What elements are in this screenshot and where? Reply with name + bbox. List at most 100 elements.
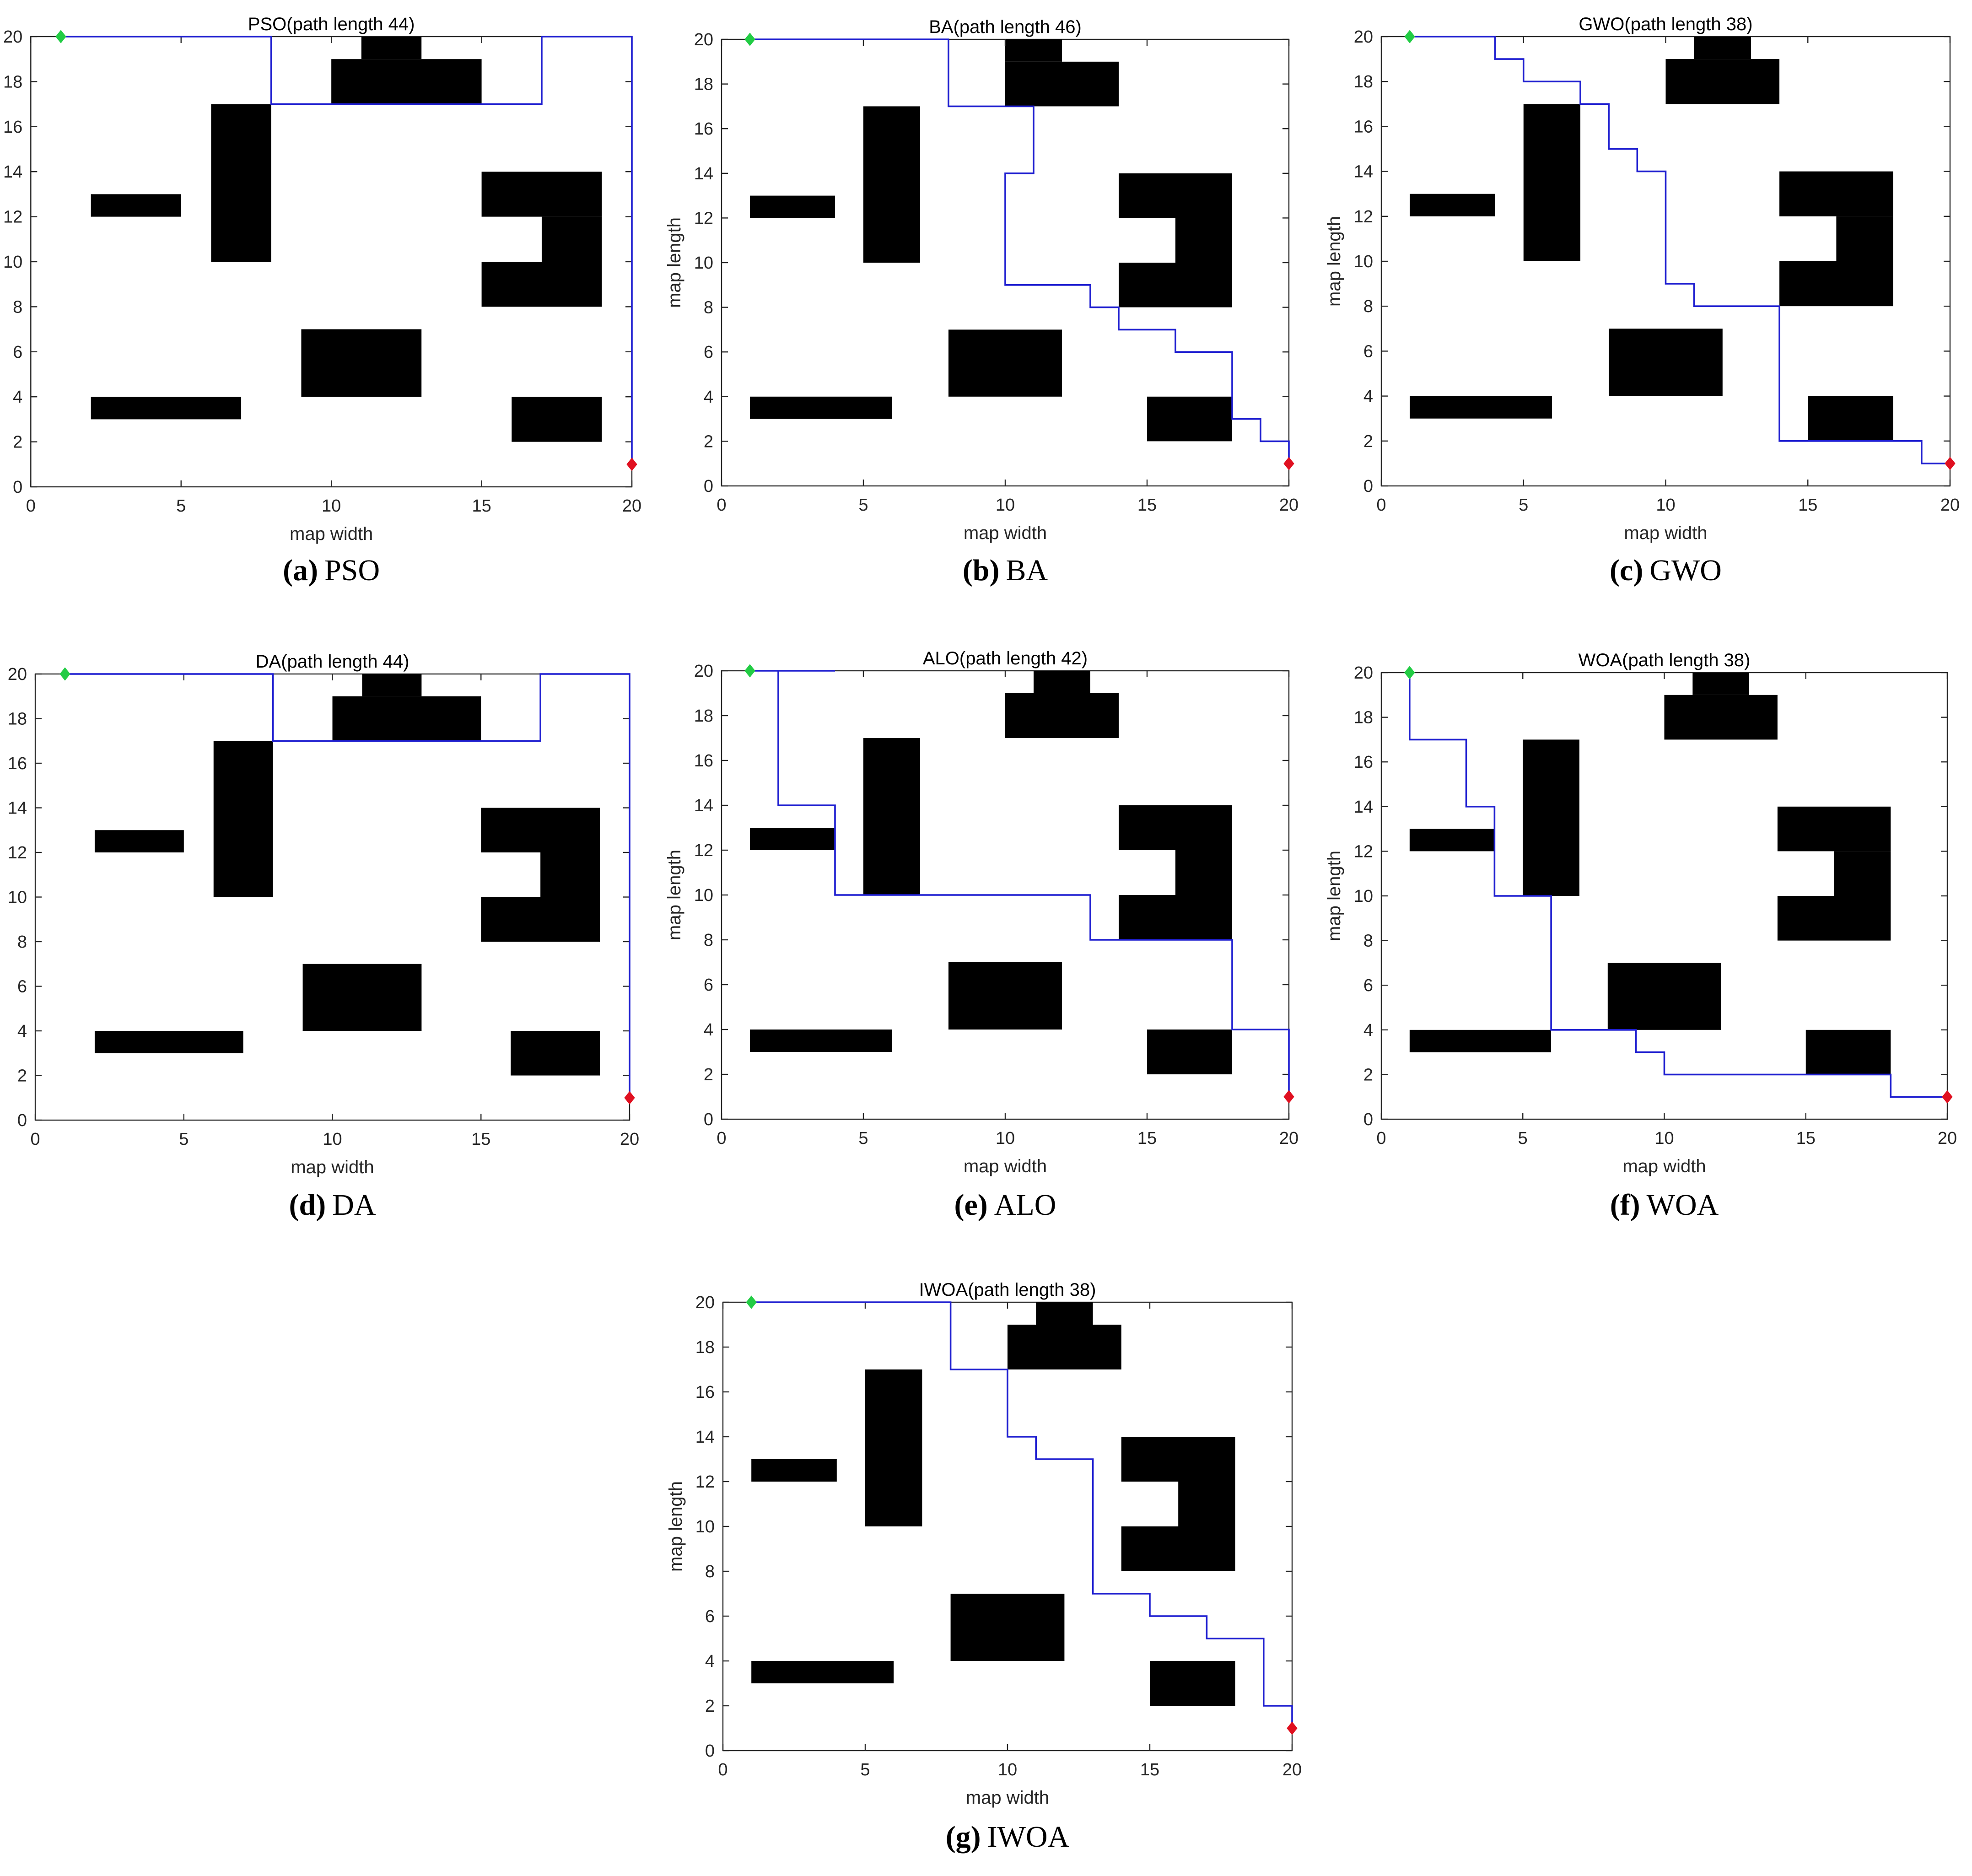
y-tick-label: 14	[695, 1428, 715, 1447]
x-tick-label: 10	[998, 1760, 1017, 1779]
y-axis-label: map length	[664, 850, 684, 940]
x-tick-label: 5	[858, 496, 868, 515]
y-tick-label: 16	[695, 1383, 715, 1402]
y-tick-label: 8	[13, 297, 22, 317]
y-tick-label: 18	[1354, 708, 1373, 728]
start-marker	[744, 32, 755, 46]
obstacle-block	[512, 397, 602, 442]
obstacle-block	[1008, 1325, 1121, 1369]
path-line	[61, 36, 633, 464]
x-tick-label: 20	[1938, 1129, 1957, 1148]
y-tick-label: 14	[1354, 798, 1373, 817]
obstacle-block	[1692, 673, 1750, 695]
subfigure-caption: (b) BA	[963, 554, 1048, 587]
obstacle-block	[301, 329, 422, 397]
start-marker	[1404, 666, 1415, 679]
y-tick-label: 8	[704, 298, 713, 318]
x-tick-label: 0	[717, 1129, 726, 1148]
y-tick-label: 4	[704, 388, 713, 407]
y-tick-label: 12	[1354, 207, 1373, 226]
y-tick-label: 2	[704, 1065, 713, 1084]
y-tick-label: 6	[17, 977, 27, 997]
y-tick-label: 18	[3, 72, 22, 92]
subfigure-caption: (g) IWOA	[946, 1820, 1070, 1854]
obstacle-block	[1147, 1030, 1232, 1074]
caption-letter: (c)	[1610, 554, 1643, 587]
x-tick-label: 20	[622, 496, 641, 516]
obstacle-block	[1119, 263, 1232, 307]
y-tick-label: 8	[1363, 932, 1373, 951]
x-tick-label: 5	[176, 496, 186, 516]
x-tick-label: 10	[1656, 496, 1675, 515]
chart-panel: 0 5 10 15 20 0 2 4 6 8 10 12 14 16 18 20 IWOA(path lengt…	[666, 1280, 1302, 1854]
y-tick-label: 0	[705, 1741, 715, 1761]
y-tick-label: 16	[1354, 117, 1373, 136]
y-tick-label: 18	[1354, 72, 1373, 92]
y-tick-label: 10	[694, 886, 713, 905]
y-tick-label: 18	[694, 706, 713, 726]
y-tick-label: 16	[694, 751, 713, 771]
goal-marker	[1283, 1090, 1294, 1104]
obstacle-block	[481, 262, 602, 307]
path-line	[65, 673, 630, 1098]
obstacle-block	[1121, 1437, 1235, 1482]
y-tick-label: 4	[704, 1020, 713, 1040]
obstacle-block	[1523, 104, 1581, 262]
y-tick-label: 12	[695, 1472, 715, 1492]
chart-panel: 0 5 10 15 20 0 2 4 6 8 10 12 14 16 18 20 DA(path length …	[8, 652, 639, 1222]
chart-panel: 0 5 10 15 20 0 2 4 6 8 10 12 14 16 18 20 PSO(path length…	[3, 14, 641, 587]
y-tick-label: 2	[1363, 432, 1373, 451]
obstacle-block	[1609, 329, 1723, 396]
chart-panel: 0 5 10 15 20 0 2 4 6 8 10 12 14 16 18 20 WOA(path length…	[1324, 650, 1957, 1222]
x-tick-label: 15	[471, 1130, 490, 1149]
y-tick-label: 6	[704, 343, 713, 362]
obstacle-block	[1178, 1482, 1235, 1526]
chart-title: DA(path length 44)	[256, 652, 409, 672]
obstacle-block	[1409, 1030, 1552, 1052]
y-tick-label: 14	[8, 799, 27, 818]
y-tick-label: 6	[705, 1607, 715, 1626]
y-tick-label: 0	[1363, 1110, 1373, 1129]
obstacle-block	[863, 738, 920, 895]
path-line	[750, 38, 1290, 464]
x-tick-label: 0	[26, 496, 36, 516]
x-tick-label: 0	[718, 1760, 727, 1779]
y-tick-label: 0	[13, 478, 22, 497]
y-tick-label: 10	[695, 1517, 715, 1536]
y-tick-label: 2	[1363, 1065, 1373, 1084]
obstacle-block	[865, 1369, 922, 1526]
y-tick-label: 0	[17, 1111, 27, 1130]
path-line	[750, 670, 1290, 1097]
caption-letter: (d)	[289, 1188, 326, 1222]
y-axis-label: map length	[666, 1481, 686, 1572]
x-tick-label: 10	[323, 1130, 342, 1149]
obstacle-block	[1808, 396, 1893, 441]
caption-text: WOA	[1647, 1188, 1719, 1222]
x-axis-label: map width	[966, 1788, 1049, 1808]
obstacle-block	[1607, 963, 1721, 1030]
x-tick-label: 5	[860, 1760, 870, 1779]
x-tick-label: 5	[858, 1129, 868, 1148]
y-tick-label: 16	[1354, 753, 1373, 772]
chart-title: IWOA(path length 38)	[919, 1280, 1096, 1300]
chart-panel: 0 5 10 15 20 0 2 4 6 8 10 12 14 16 18 20 BA(path length …	[664, 17, 1299, 587]
y-tick-label: 4	[1363, 387, 1373, 406]
x-tick-label: 0	[1376, 496, 1386, 515]
y-tick-label: 2	[705, 1697, 715, 1716]
x-tick-label: 20	[1279, 1129, 1299, 1148]
x-axis-label: map width	[1622, 1156, 1706, 1176]
y-tick-label: 20	[8, 665, 27, 684]
x-tick-label: 10	[996, 1129, 1015, 1148]
obstacle-block	[1150, 1661, 1235, 1706]
obstacle-block	[1777, 806, 1891, 852]
x-tick-label: 15	[1137, 1129, 1157, 1148]
obstacle-block	[541, 216, 602, 262]
x-tick-label: 20	[1940, 496, 1960, 515]
x-axis-label: map width	[964, 523, 1047, 543]
obstacle-block	[751, 1661, 894, 1683]
y-tick-label: 20	[3, 27, 22, 47]
caption-text: BA	[1006, 554, 1048, 587]
obstacle-block	[1119, 895, 1232, 940]
y-tick-label: 18	[694, 75, 713, 94]
obstacle-block	[302, 964, 422, 1031]
